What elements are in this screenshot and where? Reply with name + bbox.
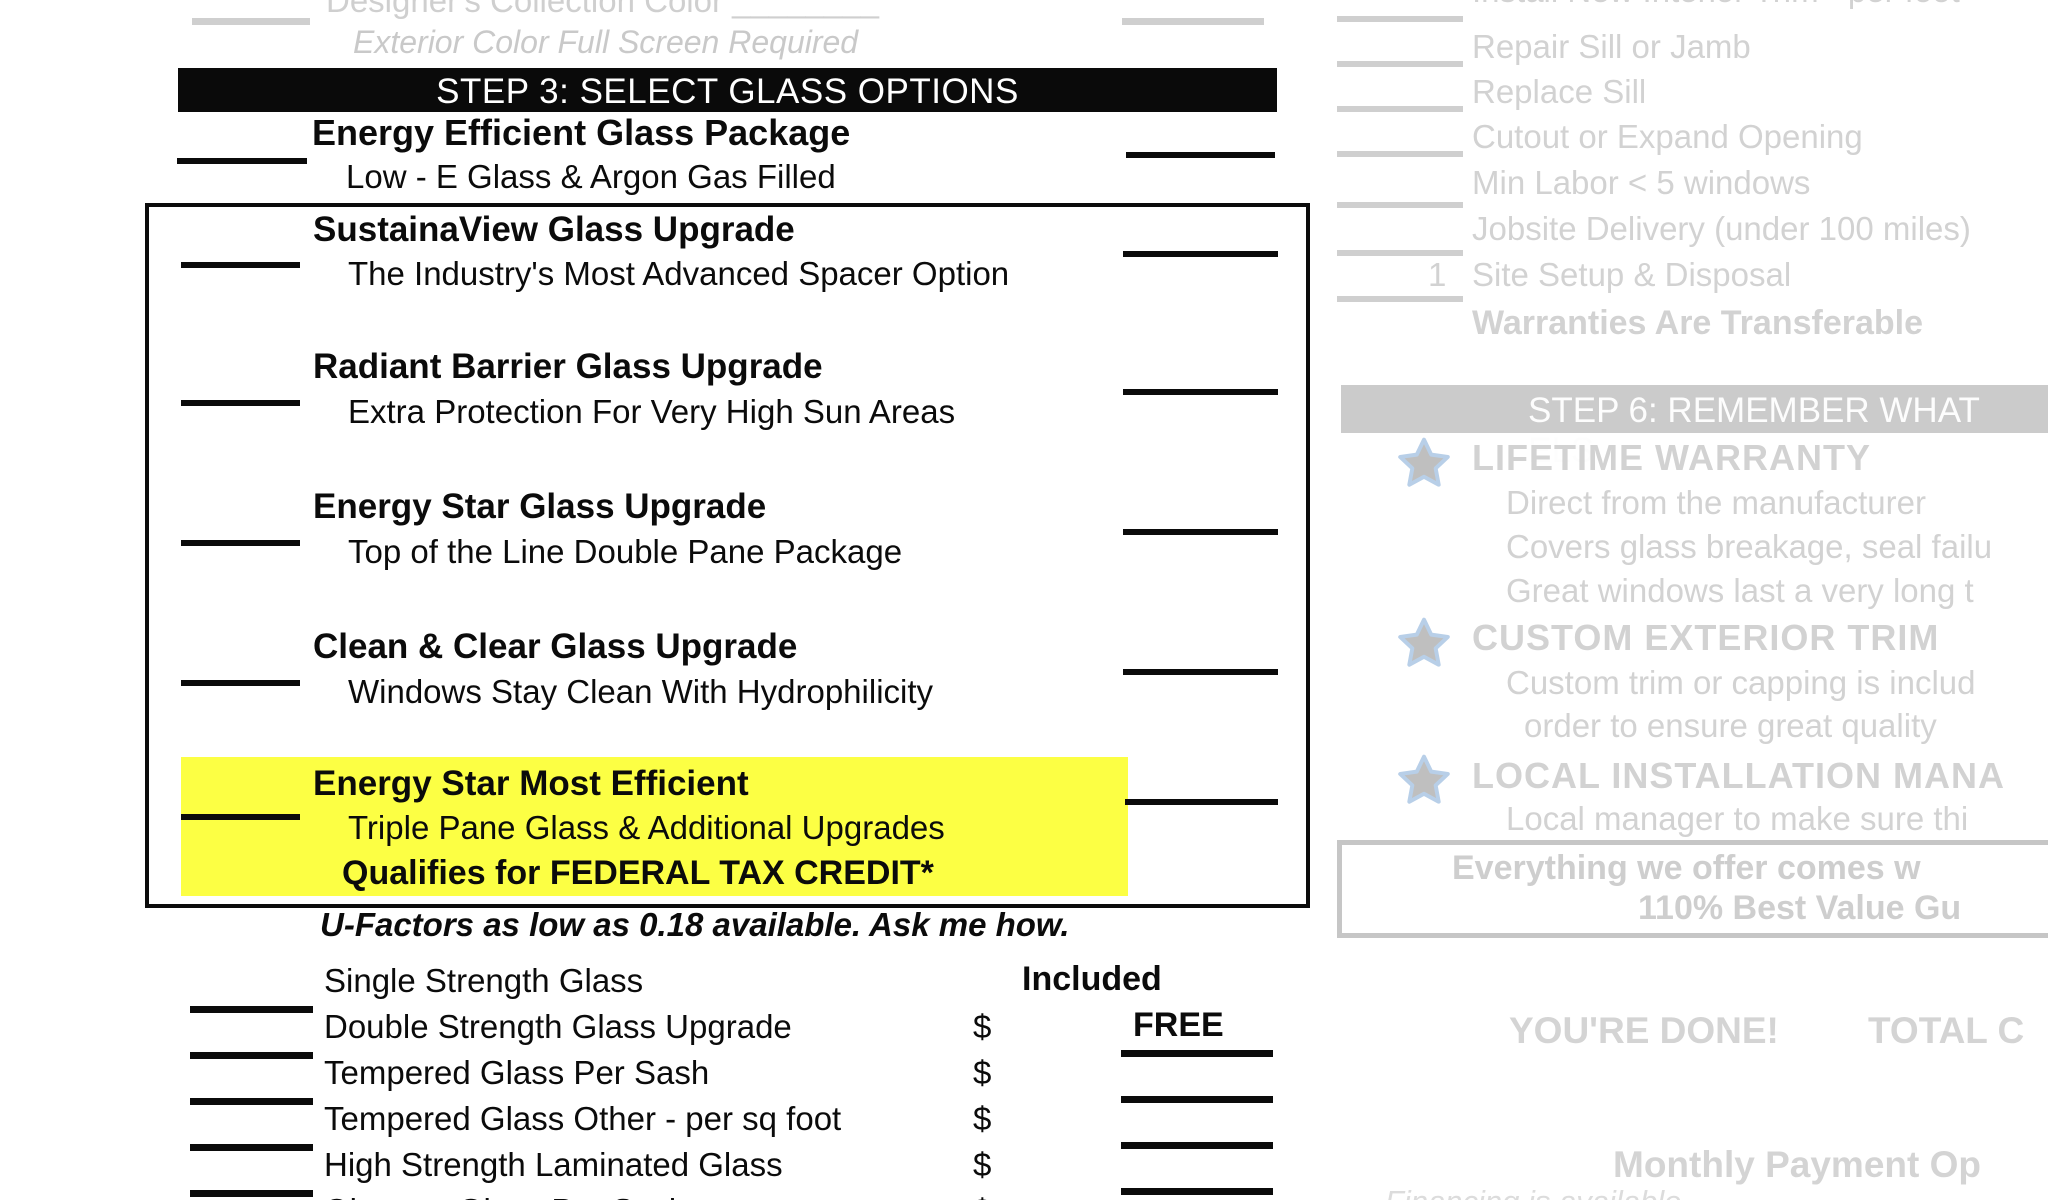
feature-line: Covers glass breakage, seal failu [1506,528,1993,565]
feature-line: Local manager to make sure thi [1506,800,1969,837]
addon-label: Site Setup & Disposal [1472,256,1792,293]
price-dollar-sign: $ [973,1146,992,1183]
blank-line[interactable] [181,540,300,546]
upgrade-subtitle: Extra Protection For Very High Sun Areas [348,393,956,430]
blank-line[interactable] [190,1144,313,1151]
financing-note: Financing is available... [1385,1185,1707,1200]
blank-line[interactable] [181,262,300,268]
blank-line[interactable] [1337,61,1463,67]
price-dollar-sign: $ [973,1054,992,1091]
blank-line[interactable] [1126,152,1275,158]
blank-line[interactable] [181,400,300,406]
blank-line[interactable] [190,1098,313,1105]
addon-label: Repair Sill or Jamb [1472,28,1751,65]
step6-banner: STEP 6: REMEMBER WHAT ELS [1341,385,2048,470]
feature-line: Direct from the manufacturer [1506,484,1926,521]
blank-line[interactable] [1123,529,1278,535]
addon-label: Jobsite Delivery (under 100 miles) [1472,210,1971,247]
blank-line[interactable] [1122,18,1264,25]
done-label: YOU'RE DONE! [1509,1010,1779,1051]
step3-banner-label: STEP 3: SELECT GLASS OPTIONS [436,72,1019,111]
blank-line[interactable] [1337,16,1463,22]
feature-line: order to ensure great quality [1524,707,1937,744]
feature-title: LIFETIME WARRANTY [1472,437,1871,478]
monthly-payment-label: Monthly Payment Op [1613,1144,1981,1185]
addon-qty-value[interactable]: 1 [1428,256,1447,293]
glass-row-label: High Strength Laminated Glass [324,1146,783,1183]
base-package-subtitle: Low - E Glass & Argon Gas Filled [346,158,836,195]
total-label: TOTAL C [1868,1010,2025,1051]
blank-line[interactable] [1123,251,1278,257]
upgrade-subtitle: Windows Stay Clean With Hydrophilicity [348,673,934,710]
upgrade-title: Radiant Barrier Glass Upgrade [313,347,823,386]
upgrade-subtitle: Top of the Line Double Pane Package [348,533,903,570]
blank-line[interactable] [1125,799,1278,805]
exterior-color-note: Exterior Color Full Screen Required [353,24,859,60]
glass-row-value: FREE [1133,1006,1224,1044]
blank-line[interactable] [192,18,310,25]
upgrade-title: SustainaView Glass Upgrade [313,210,795,249]
blank-line[interactable] [181,680,300,686]
blank-line[interactable] [190,1052,313,1059]
upgrade-title: Energy Star Glass Upgrade [313,487,767,526]
blank-line[interactable] [1337,296,1463,302]
blank-line[interactable] [1337,202,1463,208]
addon-label: Replace Sill [1472,73,1647,110]
blank-line[interactable] [190,1190,313,1197]
designer-color-row: Designer's Collection Color ________ [320,0,1060,30]
glass-row-label: Single Strength Glass [324,962,644,999]
blank-line[interactable] [1121,1188,1273,1195]
addon-label: Install New Interior Trim - per foot [1472,0,1960,9]
best-value-guarantee-box [1337,840,2048,938]
upgrade-subtitle: The Industry's Most Advanced Spacer Opti… [348,255,1010,292]
base-package-title: Energy Efficient Glass Package [312,112,851,153]
feature-line: Custom trim or capping is includ [1506,664,1976,701]
blank-line[interactable] [1121,1142,1273,1149]
addon-label: Min Labor < 5 windows [1472,164,1811,201]
glass-row-label: Double Strength Glass Upgrade [324,1008,792,1045]
step6-banner-label: STEP 6: REMEMBER WHAT ELS [1528,391,1980,470]
blank-line[interactable] [1337,250,1463,256]
addon-label: Cutout or Expand Opening [1472,118,1863,155]
glass-upgrades-box [145,203,1310,908]
feature-line: Great windows last a very long t [1506,572,1974,609]
star-icon [1398,617,1450,667]
guarantee-line2: 110% Best Value Gu [1638,889,1962,927]
blank-line[interactable] [190,1006,313,1013]
price-dollar-sign: $ [973,1008,992,1045]
upgrade-subtitle: Triple Pane Glass & Additional Upgrades [348,809,945,846]
glass-row-label: Tempered Glass Other - per sq foot [324,1100,842,1137]
feature-title: LOCAL INSTALLATION MANA [1472,755,2005,796]
blank-line[interactable] [1121,1050,1273,1057]
blank-line[interactable] [1337,151,1463,157]
blank-line[interactable] [181,814,300,820]
star-icon [1398,754,1450,804]
feature-title: CUSTOM EXTERIOR TRIM [1472,617,1940,658]
glass-row-label: Tempered Glass Per Sash [324,1054,710,1091]
ufactor-note: U-Factors as low as 0.18 available. Ask … [320,906,1070,943]
blank-line[interactable] [1123,669,1278,675]
blank-line[interactable] [1121,1096,1273,1103]
blank-line[interactable] [1123,389,1278,395]
glass-row-label: Obscure Glass Per Sash [324,1193,687,1200]
star-icon [1398,437,1450,487]
upgrade-title: Clean & Clear Glass Upgrade [313,627,798,666]
glass-row-value: Included [1022,960,1162,998]
price-dollar-sign: $ [973,1100,992,1137]
guarantee-line1: Everything we offer comes w [1452,849,1921,887]
tax-credit-note: Qualifies for FEDERAL TAX CREDIT* [342,854,934,892]
blank-line[interactable] [177,158,307,164]
warranty-transferable-note: Warranties Are Transferable [1472,304,1923,342]
upgrade-title: Energy Star Most Efficient [313,764,749,803]
price-dollar-sign: $ [973,1193,991,1200]
blank-line[interactable] [1337,106,1463,112]
step3-banner: STEP 3: SELECT GLASS OPTIONS [178,68,1277,112]
designer-color-label: Designer's Collection Color ________ [326,0,879,19]
highlighted-option [181,757,1128,896]
